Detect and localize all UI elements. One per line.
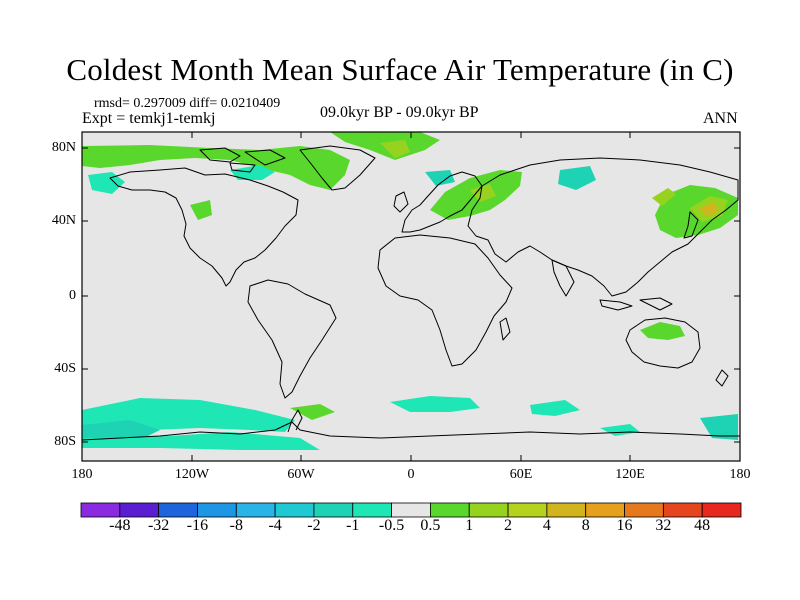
south-america-coast <box>247 279 337 399</box>
colorbar-swatch-13 <box>585 502 625 518</box>
lon-label-120w: 120W <box>174 467 210 482</box>
colorbar-label: 2 <box>504 517 513 534</box>
lon-label-0: 0 <box>407 467 415 482</box>
period-label: 09.0kyr BP - 09.0kyr BP <box>320 104 479 121</box>
antarctica-coast <box>82 421 740 441</box>
lon-label-120e: 120E <box>615 467 645 482</box>
colorbar-swatch-14 <box>624 502 664 518</box>
colorbar-swatch-0 <box>80 502 121 518</box>
season-label: ANN <box>703 110 738 127</box>
colorbar-label: -0.5 <box>378 517 405 534</box>
anomaly-western-russia <box>430 170 522 220</box>
stats-label: rmsd= 0.297009 diff= 0.0210409 <box>94 96 281 111</box>
colorbar-swatch-3 <box>197 502 237 518</box>
colorbar-label: 8 <box>581 517 590 534</box>
colorbar-swatch-15 <box>662 502 703 518</box>
lon-label-60w: 60W <box>287 467 315 482</box>
experiment-label: Expt = temkj1-temkj <box>82 110 216 127</box>
colorbar-swatch-1 <box>119 502 160 518</box>
colorbar-label: 48 <box>694 517 711 534</box>
anomaly-alaska <box>88 165 596 194</box>
colorbar-swatch-4 <box>235 502 276 518</box>
colorbar-swatch-16 <box>701 502 742 518</box>
map-ticks <box>82 132 740 461</box>
colorbar-label: 32 <box>655 517 672 534</box>
coastlines <box>82 145 740 441</box>
lon-label-180-west: 180 <box>71 467 93 482</box>
colorbar-swatch-8 <box>391 502 431 518</box>
colorbar-label: -8 <box>229 517 243 534</box>
anomaly-southern-ocean <box>82 396 738 450</box>
colorbar-label: 1 <box>465 517 474 534</box>
colorbar-swatch-12 <box>546 502 587 518</box>
map-canvas <box>81 131 741 462</box>
australia-coast <box>625 317 701 369</box>
colorbar-label: -1 <box>346 517 360 534</box>
colorbar-label: -4 <box>268 517 282 534</box>
colorbar-label: -32 <box>147 517 170 534</box>
colorbar <box>80 502 742 518</box>
lat-label-40n: 40N <box>51 213 76 228</box>
colorbar-label: 0.5 <box>420 517 441 534</box>
colorbar-swatch-11 <box>507 502 548 518</box>
colorbar-swatch-6 <box>313 502 354 518</box>
colorbar-swatch-10 <box>468 502 509 518</box>
colorbar-label: -48 <box>109 517 131 534</box>
europe-coast <box>401 171 483 233</box>
colorbar-swatch-9 <box>430 502 470 518</box>
lat-label-80n: 80N <box>51 140 76 155</box>
colorbar-label: 16 <box>616 517 633 534</box>
colorbar-label: 4 <box>542 517 551 534</box>
plot-title: Coldest Month Mean Surface Air Temperatu… <box>66 52 734 87</box>
anomaly-australia <box>640 322 685 340</box>
lat-label-40s: 40S <box>54 361 76 376</box>
lat-label-80s: 80S <box>54 434 76 449</box>
colorbar-swatch-2 <box>158 502 198 518</box>
asia-coast <box>467 157 739 297</box>
lon-label-60e: 60E <box>509 467 533 482</box>
colorbar-label: -16 <box>186 517 209 534</box>
anomaly-arctic-canada <box>82 132 440 220</box>
colorbar-label: -2 <box>307 517 321 534</box>
greenland-coast <box>299 145 376 191</box>
anomaly-northeast-asia <box>652 185 738 238</box>
lon-label-180-east: 180 <box>729 467 751 482</box>
colorbar-swatch-5 <box>274 502 315 518</box>
lat-label-0: 0 <box>69 288 76 303</box>
north-america-coast <box>109 167 299 287</box>
colorbar-swatch-7 <box>352 502 392 518</box>
africa-coast <box>377 234 513 367</box>
